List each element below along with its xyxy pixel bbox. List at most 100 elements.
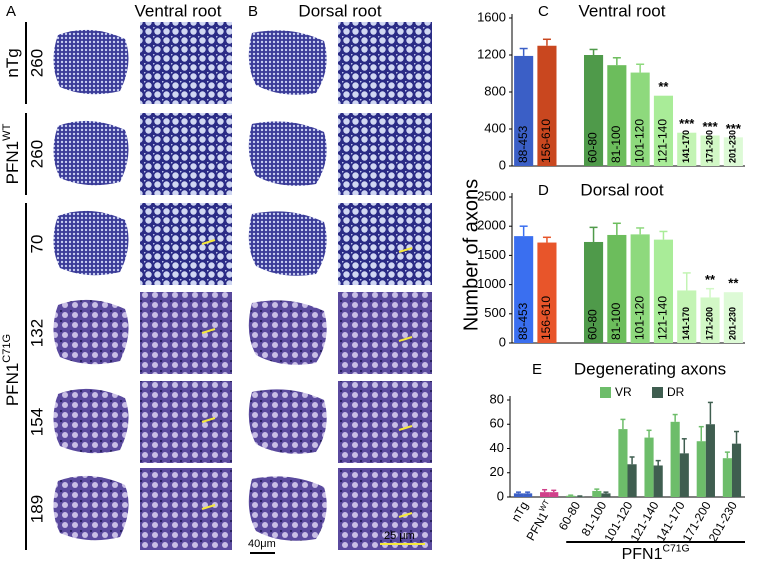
group-label: PFN1C71G [622,543,690,563]
legend-label: DR [667,385,685,399]
bar-label: 88-453 [516,302,530,340]
y-axis-label: Number of axons [460,179,482,331]
bar-label: 101-120 [632,119,646,163]
bar [696,441,706,497]
bar-label: 156-610 [539,119,553,163]
panel-letter: E [532,361,542,378]
bar-label: 171-200 [704,130,714,163]
bar-label: 121-140 [656,119,670,163]
chart-title: Dorsal root [580,180,663,199]
arrow [201,504,216,510]
group-label: PFN1C71G [1,334,22,406]
y-tick-label: 500 [484,305,506,320]
bar [677,132,697,166]
y-tick-label: 80 [490,391,504,406]
row-label: 70 [27,235,46,254]
y-tick-label: 1500 [477,247,506,262]
group-label-sup: C71G [662,543,689,554]
bar [679,453,689,497]
scale-label: 40μm [248,538,276,550]
group-label-main: PFN1 [622,546,663,563]
bar [700,297,720,343]
zoom-image [338,292,432,374]
legend-swatch [600,387,611,398]
arrow [398,425,413,431]
x-tick-label: 60-80 [556,499,584,533]
x-tick-label: nTg [509,499,531,524]
bar [653,95,674,166]
panel-letter: A [6,3,16,20]
bar [523,493,533,497]
bar [549,492,559,497]
cross-section [53,29,129,95]
row-label: 260 [27,140,46,168]
bar-label: 156-610 [539,296,553,340]
bar [700,135,720,166]
bar-label: 201-230 [728,130,738,163]
bar-label: 88-453 [516,125,530,163]
zoom-image [338,381,432,463]
arrow [398,512,413,518]
bar [607,65,627,166]
bar [513,493,524,497]
significance: ** [705,272,716,287]
arrow [201,328,216,334]
bar [677,290,697,343]
bar-label: 141-170 [681,307,691,340]
legend-label: VR [615,385,632,399]
panel-letter: B [248,3,258,20]
bar [583,55,604,166]
cross-section [248,211,327,276]
zoom-image [338,203,432,285]
bar-label: 201-230 [728,307,738,340]
bar [601,493,611,497]
panel-title: Ventral root [135,1,222,20]
y-tick-label: 1600 [477,9,506,24]
panel-letter: C [538,3,549,20]
group-label-sup: C71G [1,334,13,363]
bar [644,437,654,497]
cross-section [53,388,129,454]
cross-section [248,121,327,186]
bar [537,45,557,166]
y-tick-label: 20 [490,464,504,479]
bar [670,421,680,497]
zoom-image [140,203,232,285]
bar [514,236,534,343]
bar [540,492,550,497]
y-tick-label: 400 [484,120,506,135]
group-label-main: nTg [3,48,22,77]
bar [653,239,674,343]
panel-title: Dorsal root [298,1,381,20]
cross-section [53,299,129,365]
zoom-image [140,381,232,463]
bar [722,458,732,497]
significance: *** [726,121,742,136]
row-label: 189 [27,495,46,523]
bar-label: 121-140 [656,296,670,340]
group-label: PFN1WT [1,123,22,184]
bar [592,490,602,497]
bar [514,55,534,166]
row-label: 132 [27,319,46,347]
bar [705,424,715,497]
significance: *** [702,119,718,134]
group-label-main: PFN1 [3,363,22,406]
group-label: nTg [3,48,22,77]
cross-section [248,389,327,454]
scale-label: 25 μm [384,530,415,542]
zoom-image [338,468,432,550]
y-tick-label: 1200 [477,46,506,61]
zoom-image [140,292,232,374]
significance: ** [728,276,739,291]
bar-label: 81-100 [609,302,623,340]
cross-section [53,475,129,541]
bar [723,292,743,343]
y-tick-label: 1000 [477,276,506,291]
zoom-image [338,113,432,195]
bar-label: 60-80 [586,132,600,163]
bar [566,495,576,497]
bar-label: 81-100 [609,125,623,163]
